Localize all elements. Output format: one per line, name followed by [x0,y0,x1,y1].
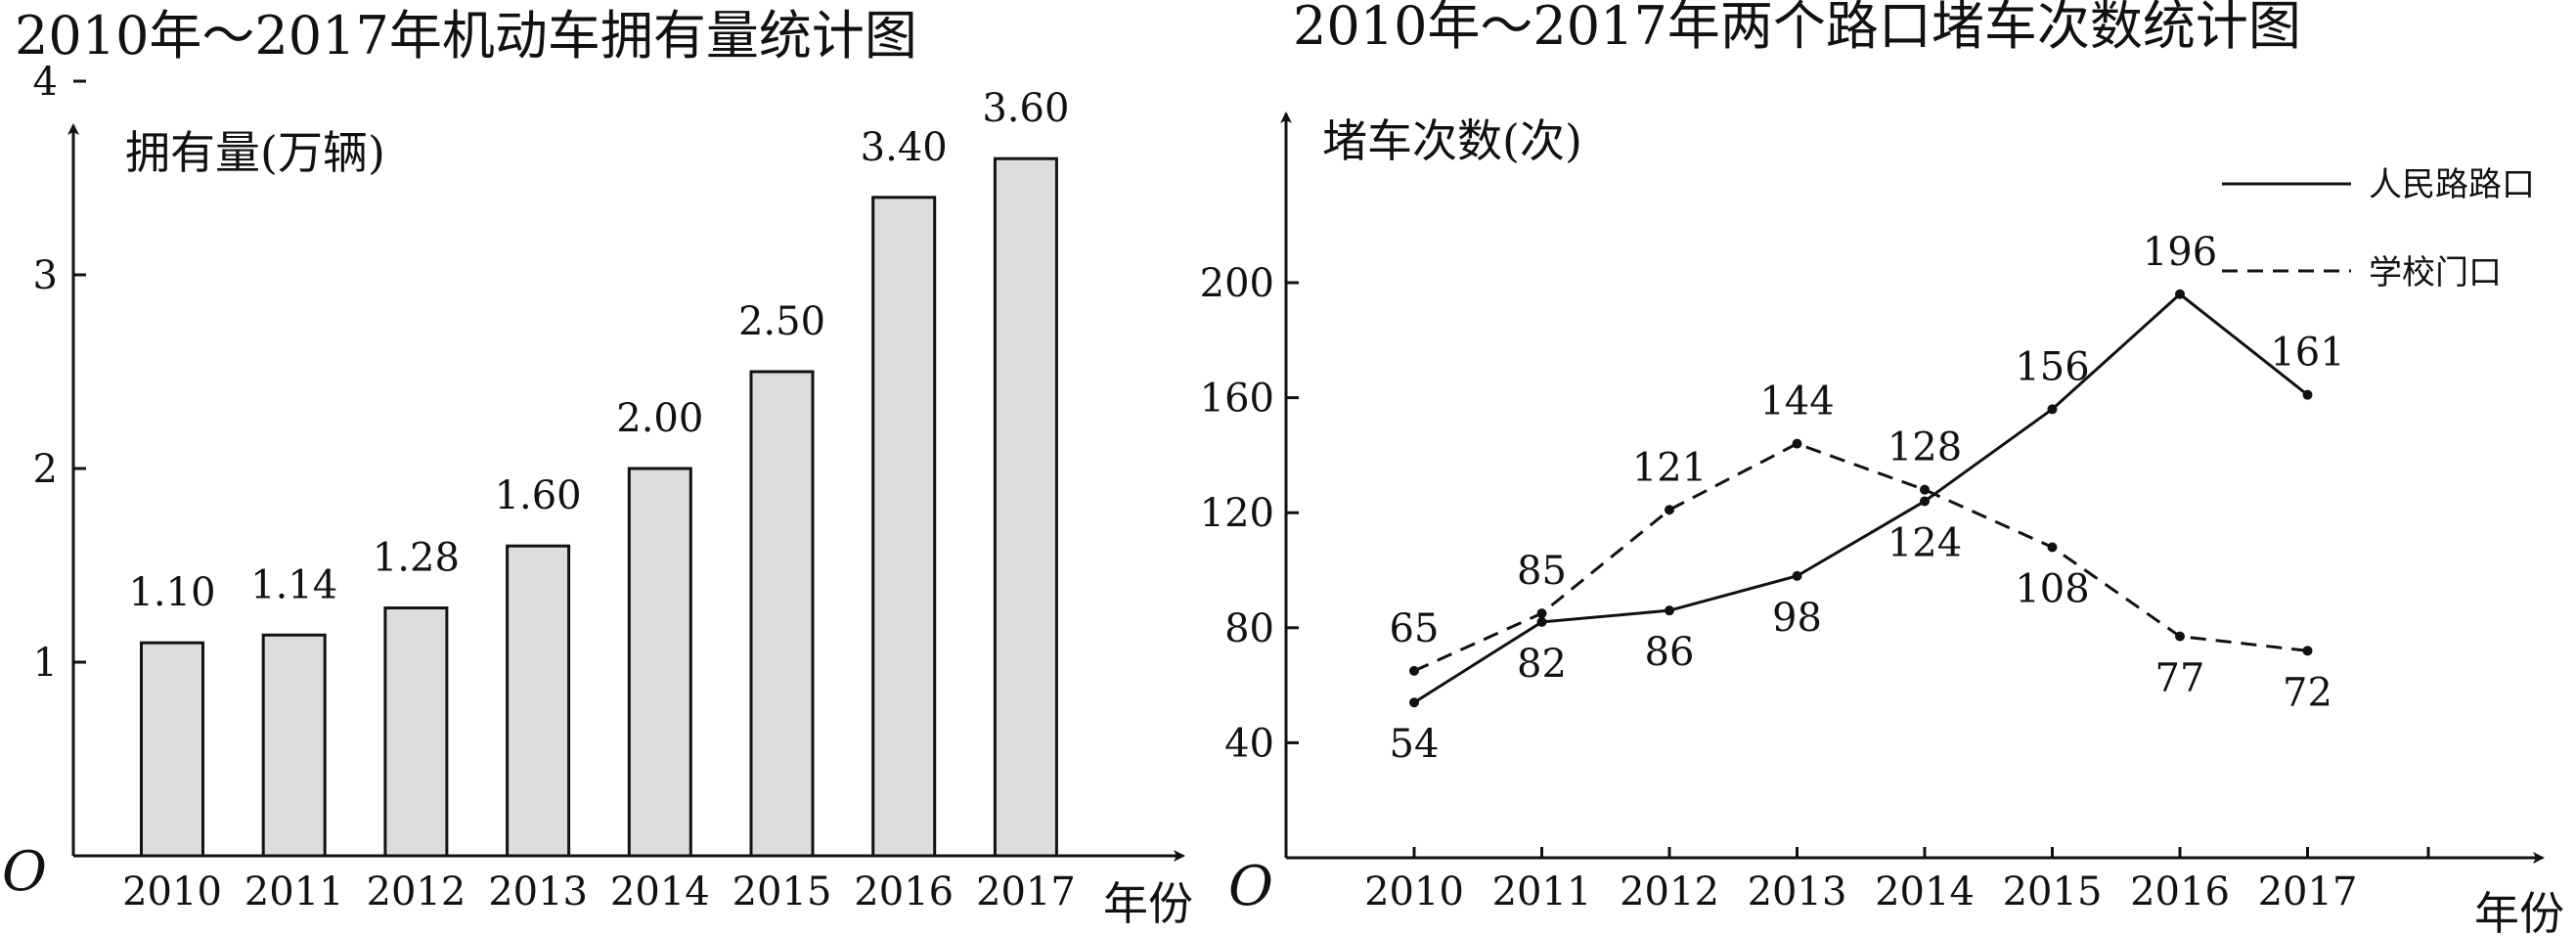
line-x-tick-label: 2016 [2130,870,2230,915]
bar-2017 [993,156,1058,858]
line-x-tick-label: 2015 [2003,870,2103,915]
line-x-tick-label: 2017 [2258,870,2358,915]
series-1-point [1536,616,1547,627]
bar-value-label: 1.14 [250,562,337,607]
bar-2015 [749,370,815,858]
line-x-tick-label: 2013 [1748,870,1847,915]
series-1-point [2175,289,2185,299]
bar-chart-xlabel: 年份 [1103,877,1193,930]
series-2-point [2175,631,2185,642]
series-2-point [2302,646,2313,656]
series-line-1 [1413,291,2309,704]
line-y-tick-label: 120 [1200,491,1274,536]
bar-value-label: 2.50 [738,299,825,344]
series-2-value-label: 144 [1759,379,1834,424]
bar-chart-title: 2010年～2017年机动车拥有量统计图 [15,5,917,67]
series-2-value-label: 121 [1632,445,1707,490]
bar-chart-origin: O [2,840,47,904]
line-chart-ylabel: 堵车次数(次) [1322,114,1582,167]
series-2-value-label: 72 [2283,670,2332,715]
line-x-tick-label: 2014 [1875,870,1975,915]
line-chart-title: 2010年～2017年两个路口堵车次数统计图 [1293,0,2301,57]
bar-value-label: 3.40 [861,125,948,170]
series-1-value-label: 124 [1888,520,1962,565]
series-1-value-label: 161 [2270,331,2344,376]
legend-series-2-label: 学校门口 [2369,253,2502,292]
line-y-tick-label: 160 [1200,377,1274,422]
line-y-tick-label: 40 [1224,721,1274,766]
bar-value-label: 2.00 [616,396,703,441]
series-1-value-label: 156 [2015,344,2089,389]
series-2-value-label: 128 [1888,425,1962,470]
series-1-point [2047,404,2058,415]
bar-x-tick-label: 2017 [976,870,1076,915]
bar-x-tick-label: 2013 [488,870,588,915]
bar-2014 [627,467,692,858]
bar-y-tick-label: 1 [33,641,58,686]
series-1-value-label: 86 [1645,630,1695,675]
series-1-point [1409,697,1419,708]
line-chart-legend: 人民路路口 学校门口 [2222,165,2535,292]
series-2-point [1409,665,1419,676]
series-1-value-label: 82 [1517,642,1567,687]
bar-x-tick-label: 2012 [367,870,466,915]
bar-value-label: 1.60 [495,473,582,518]
bar-2016 [871,196,937,858]
bar-value-label: 1.10 [128,570,215,615]
bar-y-tick-label: 3 [33,253,58,298]
series-1-point [1792,570,1802,581]
series-2-point [1665,505,1674,515]
line-chart: 2010年～2017年两个路口堵车次数统计图 堵车次数(次) 年份 O 40 80… [1200,0,2564,937]
series-2-point [2047,542,2058,553]
bar-2010 [140,641,204,858]
bar-2013 [506,544,571,858]
series-1-value-label: 98 [1772,596,1822,641]
bar-2011 [261,633,327,858]
line-y-tick-label: 200 [1200,261,1274,306]
legend-series-1-label: 人民路路口 [2369,165,2535,204]
line-x-tick-label: 2012 [1620,870,1719,915]
series-2-value-label: 85 [1517,549,1567,594]
series-1-value-label: 54 [1390,722,1440,767]
bar-x-tick-label: 2015 [733,870,832,915]
line-y-tick-label: 80 [1224,606,1274,651]
bar-chart-ylabel: 拥有量(万辆) [125,126,385,179]
bar-value-label: 3.60 [982,86,1069,131]
series-2-point [1920,484,1930,495]
series-1-point [2302,389,2313,400]
series-2-point [1792,438,1802,449]
bar-y-tick-label: 4 [33,60,58,105]
bar-value-label: 1.28 [373,536,460,581]
line-chart-xlabel: 年份 [2474,887,2564,937]
line-chart-origin: O [1228,855,1273,918]
bar-x-tick-label: 2016 [854,870,954,915]
bar-x-tick-label: 2014 [610,870,710,915]
series-line-2 [1413,442,2308,673]
bar-x-tick-label: 2010 [122,870,222,915]
series-2-point [1536,608,1547,619]
bar-chart: 2010年～2017年机动车拥有量统计图 拥有量(万辆) 年份 O 1 2 3 4 1… [2,5,1193,930]
series-1-value-label: 196 [2143,230,2217,275]
line-x-tick-label: 2011 [1492,870,1592,915]
line-x-tick-label: 2010 [1364,870,1464,915]
series-2-value-label: 77 [2155,656,2205,701]
bar-2012 [383,606,449,858]
series-2-value-label: 65 [1390,606,1440,651]
series-2-value-label: 108 [2015,566,2089,611]
bar-y-tick-label: 2 [33,447,58,492]
bar-x-tick-label: 2011 [244,870,344,915]
series-1-point [1920,496,1930,507]
series-1-point [1665,605,1674,616]
